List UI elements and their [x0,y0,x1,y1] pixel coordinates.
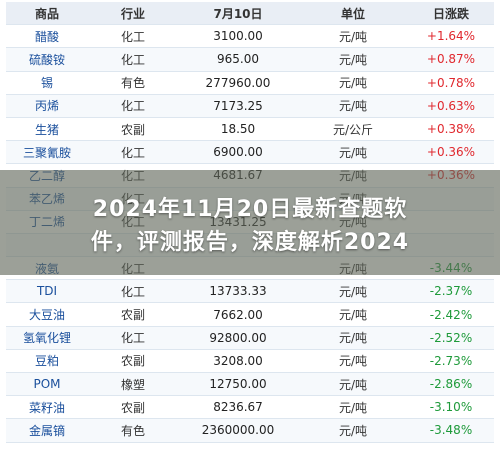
unit-cell: 元/公斤 [298,117,408,142]
sector-cell: 化工 [88,24,178,49]
table-row: 三聚氰胺 化工 6900.00 元/吨 +0.36% [6,140,494,165]
table-header-row: 商品 行业 7月10日 单位 日涨跌 [6,2,494,26]
price-cell: 7173.25 [178,94,298,118]
change-cell: +1.64% [408,24,494,49]
change-cell: -2.86% [408,372,494,397]
commodity-cell: 金属镝 [6,418,88,443]
sector-cell: 化工 [88,326,178,350]
header-sector: 行业 [88,2,178,26]
overlay-title-line-2: 件，评测报告，深度解析2024 [90,230,410,255]
unit-cell: 元/吨 [298,395,408,420]
table-row: POM 橡塑 12750.00 元/吨 -2.86% [6,372,494,397]
table-row: 大豆油 农副 7662.00 元/吨 -2.42% [6,302,494,327]
price-cell: 3208.00 [178,349,298,374]
sector-cell: 有色 [88,71,178,95]
change-cell: -2.73% [408,349,494,374]
sector-cell: 农副 [88,117,178,142]
price-cell: 12750.00 [178,372,298,397]
header-daily-change: 日涨跌 [408,2,494,26]
change-cell: +0.78% [408,71,494,95]
price-cell: 7662.00 [178,302,298,327]
sector-cell: 农副 [88,349,178,374]
unit-cell: 元/吨 [298,326,408,350]
price-cell: 18.50 [178,117,298,142]
unit-cell: 元/吨 [298,47,408,72]
change-cell: -2.37% [408,279,494,304]
title-overlay-band [0,170,500,275]
table-row: 锡有色 277960.00 元/吨 +0.78% [6,71,494,95]
overlay-title-line-1: 2024年11月20日最新查题软 [92,197,408,222]
unit-cell: 元/吨 [298,302,408,327]
price-cell: 8236.67 [178,395,298,420]
commodity-cell: POM [6,372,88,397]
unit-cell: 元/吨 [298,94,408,118]
change-cell: -3.48% [408,418,494,443]
sector-cell: 农副 [88,395,178,420]
table-row: 豆粕 农副 3208.00 元/吨 -2.73% [6,349,494,374]
header-commodity: 商品 [6,2,88,26]
sector-cell: 化工 [88,47,178,72]
commodity-cell: 生猪 [6,117,88,142]
price-cell: 2360000.00 [178,418,298,443]
unit-cell: 元/吨 [298,349,408,374]
commodity-cell: 菜籽油 [6,395,88,420]
commodity-cell: 大豆油 [6,302,88,327]
table-row: 生猪 农副 18.50 元/公斤 +0.38% [6,117,494,142]
price-cell: 3100.00 [178,24,298,49]
header-price-date: 7月10日 [178,2,298,26]
price-cell: 6900.00 [178,140,298,165]
table-row: 硫酸铵 化工 965.00 元/吨 +0.87% [6,47,494,72]
price-cell: 965.00 [178,47,298,72]
table-row: 醋酸 化工 3100.00 元/吨 +1.64% [6,24,494,49]
sector-cell: 有色 [88,418,178,443]
table-row: 菜籽油 农副 8236.67 元/吨 -3.10% [6,395,494,420]
commodity-cell: 三聚氰胺 [6,140,88,165]
unit-cell: 元/吨 [298,140,408,165]
commodity-cell: TDI [6,279,88,304]
unit-cell: 元/吨 [298,418,408,443]
change-cell: -2.52% [408,326,494,350]
change-cell: -3.10% [408,395,494,420]
unit-cell: 元/吨 [298,24,408,49]
commodity-cell: 锡 [6,71,88,95]
sector-cell: 橡塑 [88,372,178,397]
unit-cell: 元/吨 [298,279,408,304]
table-row: TDI 化工 13733.33 元/吨 -2.37% [6,279,494,304]
price-cell: 92800.00 [178,326,298,350]
price-cell: 277960.00 [178,71,298,95]
commodity-cell: 氢氧化锂 [6,326,88,350]
sector-cell: 化工 [88,94,178,118]
table-row: 氢氧化锂 化工 92800.00 元/吨 -2.52% [6,326,494,350]
sector-cell: 化工 [88,279,178,304]
price-cell: 13733.33 [178,279,298,304]
change-cell: +0.38% [408,117,494,142]
commodity-cell: 豆粕 [6,349,88,374]
header-unit: 单位 [298,2,408,26]
table-row: 金属镝 有色 2360000.00 元/吨 -3.48% [6,418,494,443]
commodity-cell: 丙烯 [6,94,88,118]
change-cell: +0.87% [408,47,494,72]
commodity-cell: 醋酸 [6,24,88,49]
change-cell: +0.36% [408,140,494,165]
sector-cell: 农副 [88,302,178,327]
sector-cell: 化工 [88,140,178,165]
commodity-cell: 硫酸铵 [6,47,88,72]
unit-cell: 元/吨 [298,372,408,397]
unit-cell: 元/吨 [298,71,408,95]
table-row: 丙烯 化工 7173.25 元/吨 +0.63% [6,94,494,118]
overlay-title: 2024年11月20日最新查题软 件，评测报告，深度解析2024 [0,193,500,259]
change-cell: -2.42% [408,302,494,327]
change-cell: +0.63% [408,94,494,118]
